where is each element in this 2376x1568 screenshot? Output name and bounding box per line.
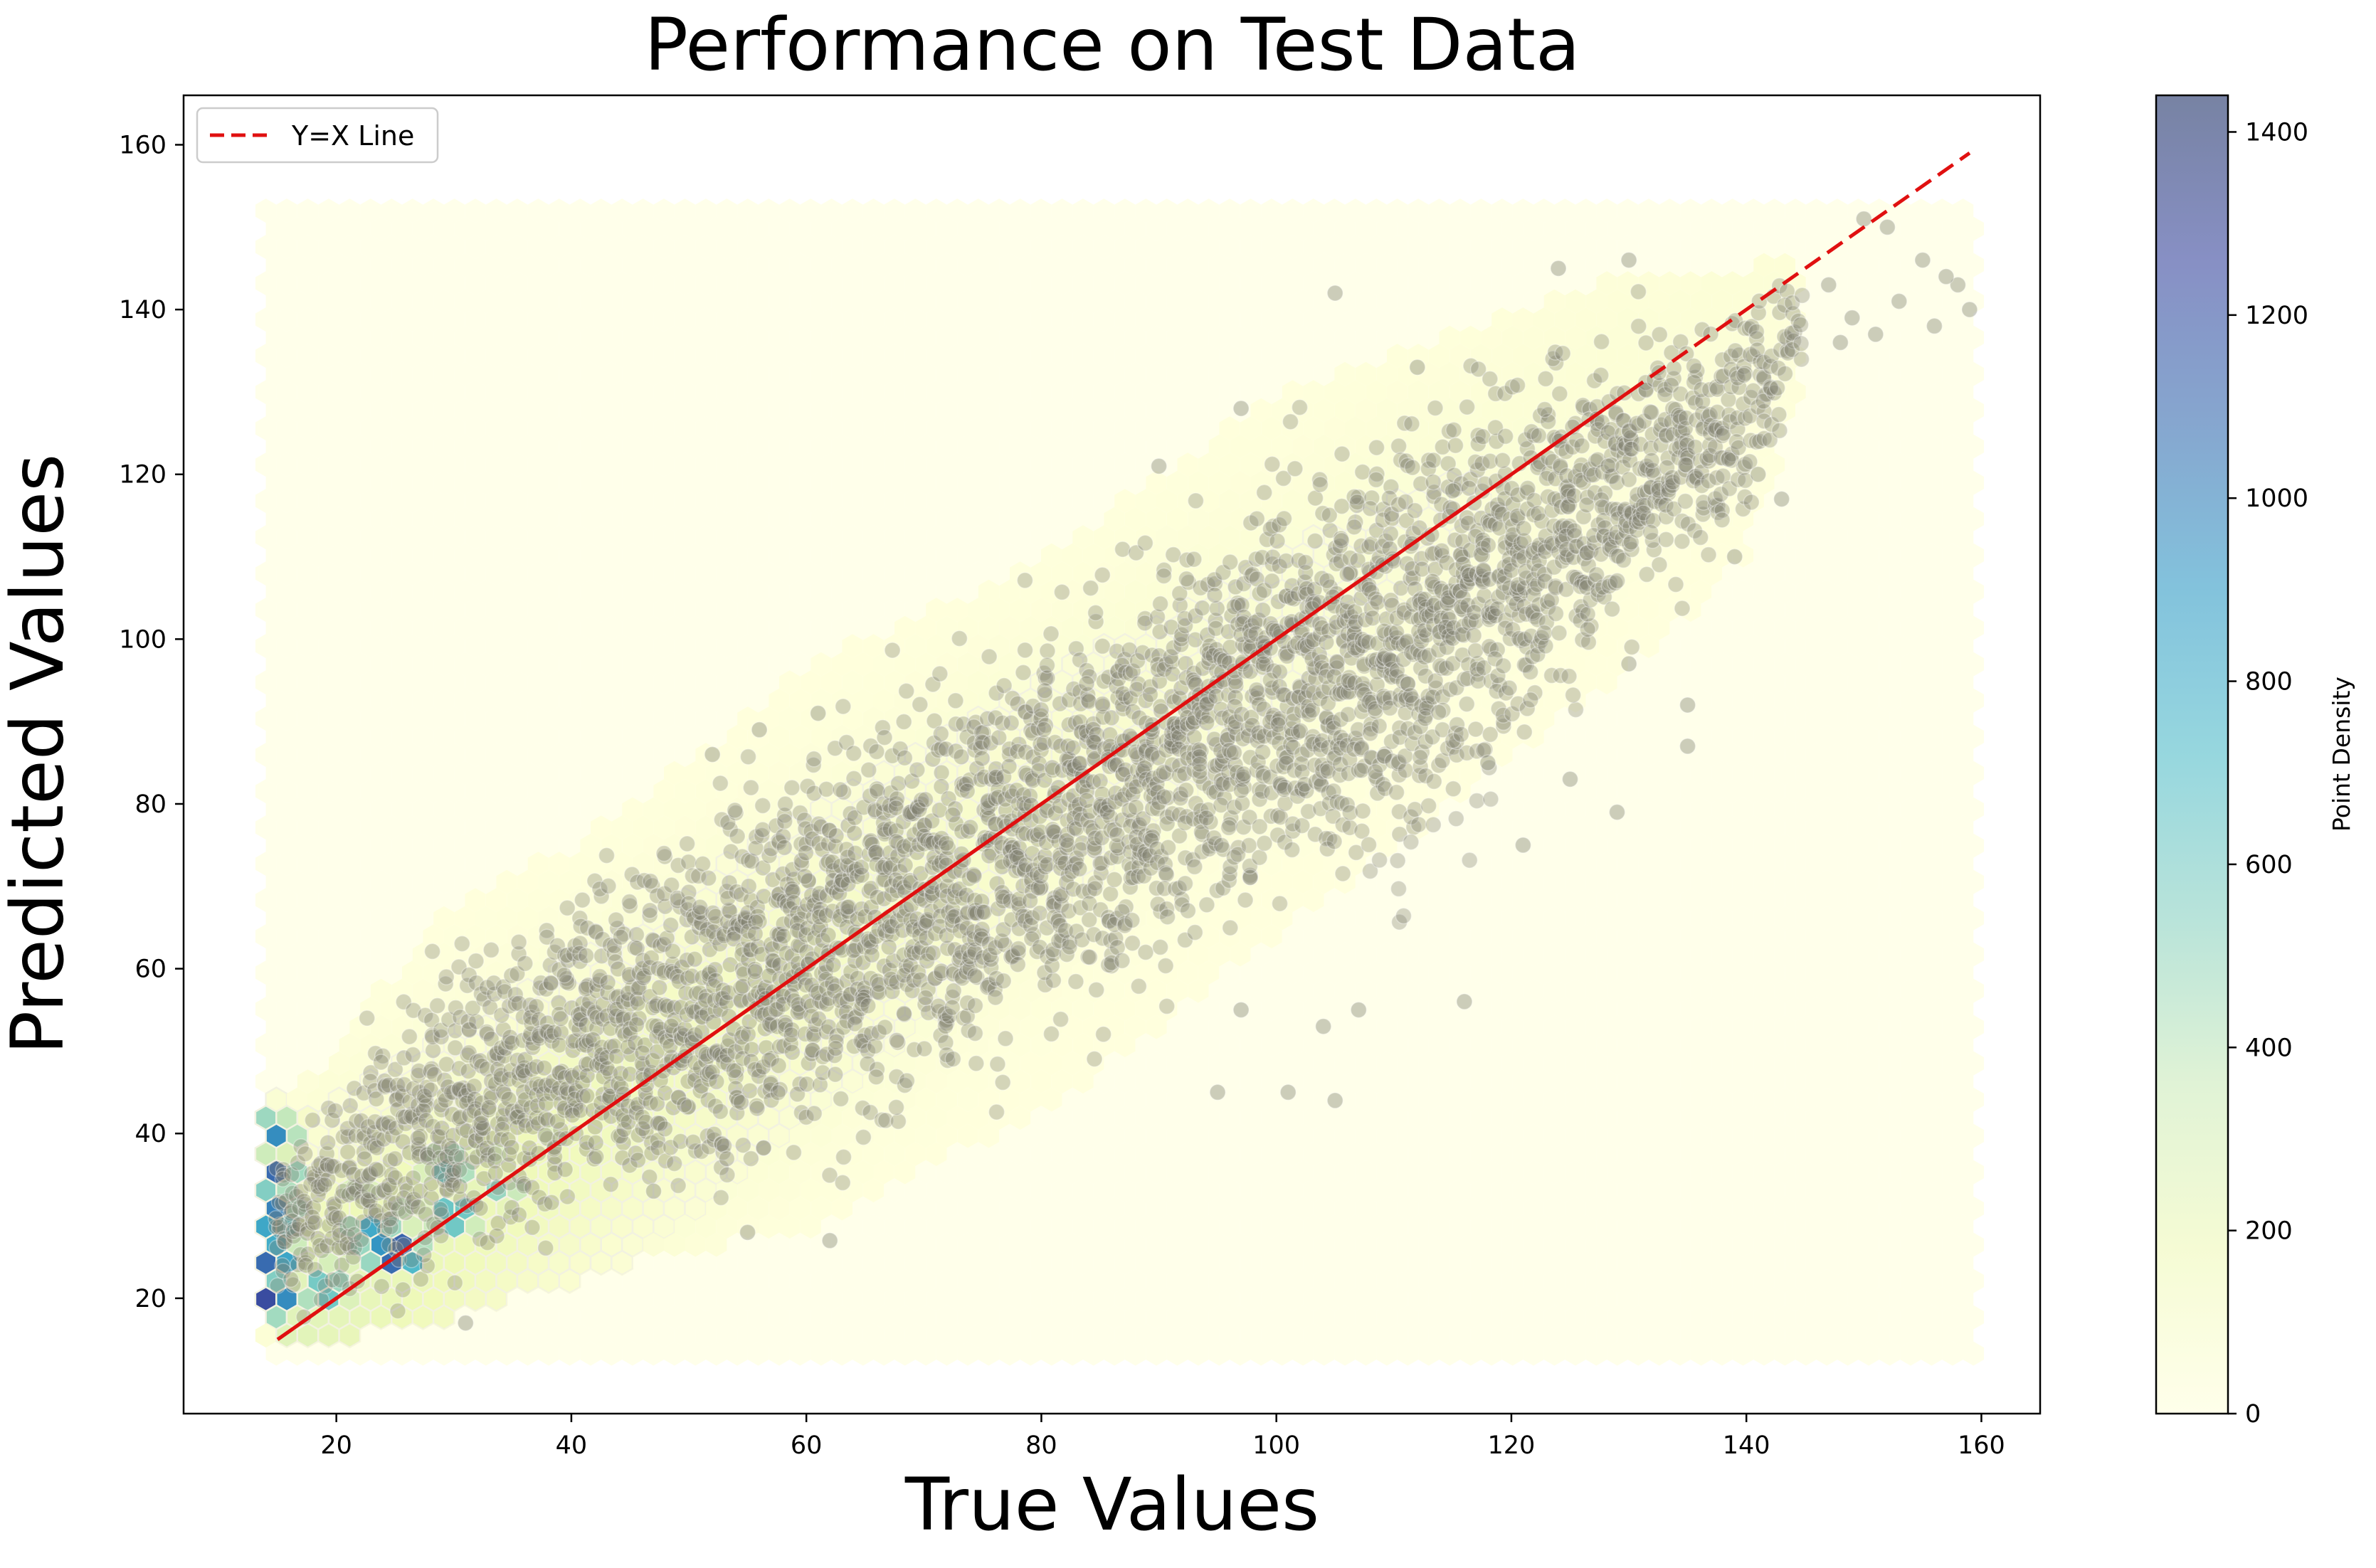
plot-area <box>255 153 1984 1366</box>
x-axis-label: True Values <box>904 1463 1319 1547</box>
y-axis-label: Predicted Values <box>0 454 80 1055</box>
chart-title: Performance on Test Data <box>644 3 1580 88</box>
